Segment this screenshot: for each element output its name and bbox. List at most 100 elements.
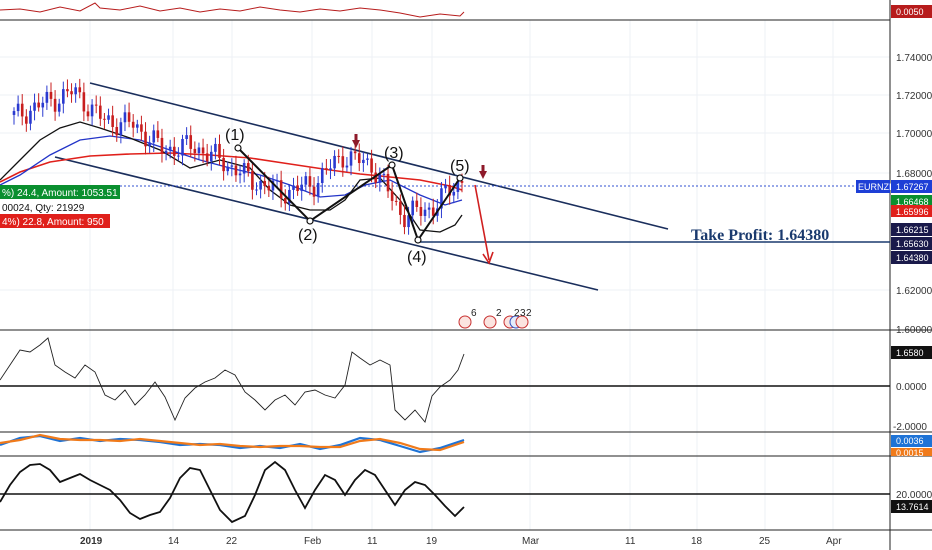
event-badge-count: 3	[520, 308, 526, 319]
candle-body	[320, 168, 324, 184]
candle-body	[411, 200, 414, 216]
candle-body	[431, 207, 435, 216]
candle-body	[390, 191, 394, 201]
candle-body	[271, 180, 275, 191]
candle-body	[357, 153, 361, 164]
candle-body	[283, 197, 287, 204]
buy-order-box[interactable]	[0, 185, 120, 199]
wave-label-1: (1)	[225, 127, 245, 144]
osc3-line	[0, 460, 465, 524]
time-tick: 19	[426, 536, 438, 547]
event-badge-icon	[458, 315, 472, 329]
event-badge-count: 2	[514, 308, 520, 319]
candle-body	[107, 115, 110, 120]
osc2-blue-line	[0, 434, 465, 454]
candle-body	[148, 142, 151, 147]
candle-body	[201, 147, 205, 154]
wave-label-3: (3)	[384, 145, 404, 162]
candle-body	[386, 173, 390, 192]
sell-order-text: 4%) 22.8, Amount: 950	[2, 217, 104, 228]
price-tick: 1.60000	[896, 325, 932, 336]
event-badges[interactable]: 6 2 2 3 2	[458, 308, 532, 329]
candle-body	[66, 89, 69, 92]
candle-body	[70, 91, 73, 95]
candle-body	[197, 147, 201, 154]
osc3-tick: 20.0000	[896, 490, 932, 501]
price-tick: 1.74000	[896, 53, 932, 64]
candle-body	[156, 130, 160, 138]
time-tick: Feb	[304, 536, 322, 547]
top-indicator-tag	[891, 5, 932, 18]
candle-body	[115, 126, 119, 136]
price-tag-red-text: 1.65996	[896, 207, 929, 217]
wave-label-5: (5)	[450, 158, 470, 175]
top-indicator-value: 0.0050	[896, 7, 924, 17]
wave-label-2: (2)	[298, 227, 318, 244]
price-tag-green	[891, 195, 932, 208]
time-tick: 22	[226, 536, 238, 547]
candle-body	[234, 165, 238, 176]
time-tick: 11	[367, 536, 378, 547]
candle-body	[456, 180, 460, 192]
candle-body	[209, 151, 213, 162]
candle-body	[452, 191, 456, 196]
candle-body	[74, 87, 77, 95]
projection-arrow	[474, 184, 490, 261]
candle-body	[333, 155, 336, 169]
candle-body	[160, 137, 164, 154]
candle-body	[131, 121, 135, 128]
qty-box[interactable]	[0, 200, 120, 214]
grid	[0, 20, 890, 530]
symbol-tag-text: EURNZD	[858, 182, 896, 192]
price-tick: 1.72000	[896, 91, 932, 102]
price-tag-dark2-text: 1.65630	[896, 239, 929, 249]
wave-points	[234, 144, 464, 244]
symbol-tag	[856, 180, 890, 193]
osc2-value-orange: 0.0015	[896, 448, 924, 458]
candle-body	[238, 173, 242, 176]
candle-body	[20, 103, 24, 117]
candle-body	[263, 180, 267, 187]
osc2-orange-line	[0, 433, 465, 452]
wave-label-4: (4)	[407, 249, 427, 266]
candle-body	[427, 207, 431, 210]
candle-body	[288, 189, 291, 204]
price-tag-dark3-text: 1.64380	[896, 253, 929, 263]
candle-body	[267, 186, 271, 191]
candle-body	[279, 180, 283, 198]
candle-body	[86, 111, 90, 117]
osc2-value-tag-blue	[891, 435, 932, 447]
price-tag-dark1	[891, 223, 932, 236]
candle-body	[275, 180, 279, 182]
candle-body	[304, 176, 308, 185]
candle-body	[242, 163, 246, 174]
projection-arrowhead	[482, 251, 494, 265]
take-profit-label: Take Profit: 1.64380	[691, 227, 829, 244]
candle-body	[214, 143, 217, 152]
candle-body	[78, 87, 82, 93]
candle-body	[251, 171, 254, 190]
osc3-value-text: 13.7614	[896, 502, 929, 512]
candle-body	[94, 104, 98, 106]
candle-body	[403, 214, 406, 228]
candle-body	[296, 185, 299, 192]
osc1-tick: 0.0000	[896, 382, 927, 393]
candle-body	[382, 173, 386, 175]
event-badge-icon	[515, 315, 529, 329]
candle-body	[222, 157, 225, 172]
candle-body	[53, 98, 57, 112]
candle-body	[57, 103, 61, 112]
price-tick: 1.62000	[896, 286, 932, 297]
time-tick: 11	[625, 536, 636, 547]
time-tick: 2019	[80, 536, 103, 547]
sell-order-box[interactable]	[0, 214, 110, 228]
time-tick: 25	[759, 536, 771, 547]
candle-body	[312, 186, 316, 197]
candle-body	[337, 155, 340, 157]
candle-body	[353, 151, 357, 154]
time-axis[interactable]: 2019 14 22 Feb 11 19 Mar 11 18 25 Apr	[80, 536, 842, 547]
price-axis[interactable]: 1.74000 1.72000 1.70000 1.68000 1.62000 …	[896, 53, 932, 336]
candle-body	[185, 135, 188, 139]
price-tick: 1.68000	[896, 169, 932, 180]
